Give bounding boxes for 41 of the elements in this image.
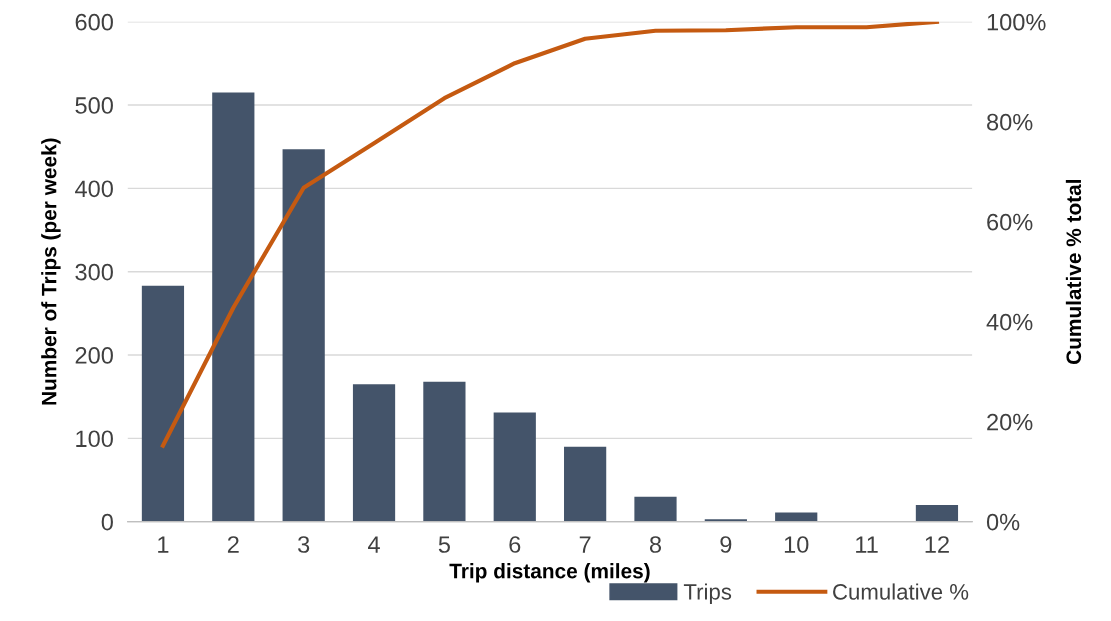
bar xyxy=(141,285,185,522)
y-tick-label: 300 xyxy=(75,263,113,281)
bar xyxy=(775,512,818,522)
x-tick-label: 5 xyxy=(438,536,450,553)
x-tick-label: 3 xyxy=(298,536,310,553)
bar xyxy=(564,446,607,522)
y2-tick-label: 0% xyxy=(986,513,1020,531)
x-tick-label: 11 xyxy=(856,536,878,553)
y2-axis-title: Cumulative % total xyxy=(1065,179,1082,365)
y-tick-label: 200 xyxy=(75,347,113,364)
bar xyxy=(634,496,677,522)
x-tick-label: 8 xyxy=(649,536,662,553)
bar xyxy=(352,384,396,522)
y2-tick-label: 80% xyxy=(987,113,1033,131)
y2-tick-label: 100% xyxy=(987,13,1046,31)
x-tick-label: 6 xyxy=(509,536,521,553)
line-series xyxy=(160,21,940,448)
bar xyxy=(915,504,959,522)
x-tick-label: 7 xyxy=(579,536,591,553)
x-axis-title: Trip distance (miles) xyxy=(449,563,650,583)
bar xyxy=(423,381,466,522)
y-tick-label: 500 xyxy=(75,97,113,114)
y-tick-label: 100 xyxy=(76,430,113,448)
x-tick-label: 12 xyxy=(925,536,949,553)
x-tick-label: 4 xyxy=(368,536,380,553)
bar xyxy=(282,149,325,522)
y2-tick-label: 20% xyxy=(987,413,1033,431)
legend-label: Trips xyxy=(683,583,732,605)
x-tick-label: 10 xyxy=(784,536,809,553)
y2-tick-label: 60% xyxy=(987,213,1033,231)
y-axis-title: Number of Trips (per week) xyxy=(41,138,61,405)
legend-label: Cumulative % xyxy=(833,583,969,600)
x-tick-label: 1 xyxy=(158,536,169,553)
bar xyxy=(493,412,536,522)
x-tick-label: 9 xyxy=(720,536,732,553)
y-tick-label: 600 xyxy=(75,13,113,31)
bar xyxy=(212,92,255,522)
y-tick-label: 400 xyxy=(75,180,113,198)
y-tick-label: 0 xyxy=(101,513,113,531)
x-tick-label: 2 xyxy=(227,536,239,553)
y2-tick-label: 40% xyxy=(986,313,1033,331)
